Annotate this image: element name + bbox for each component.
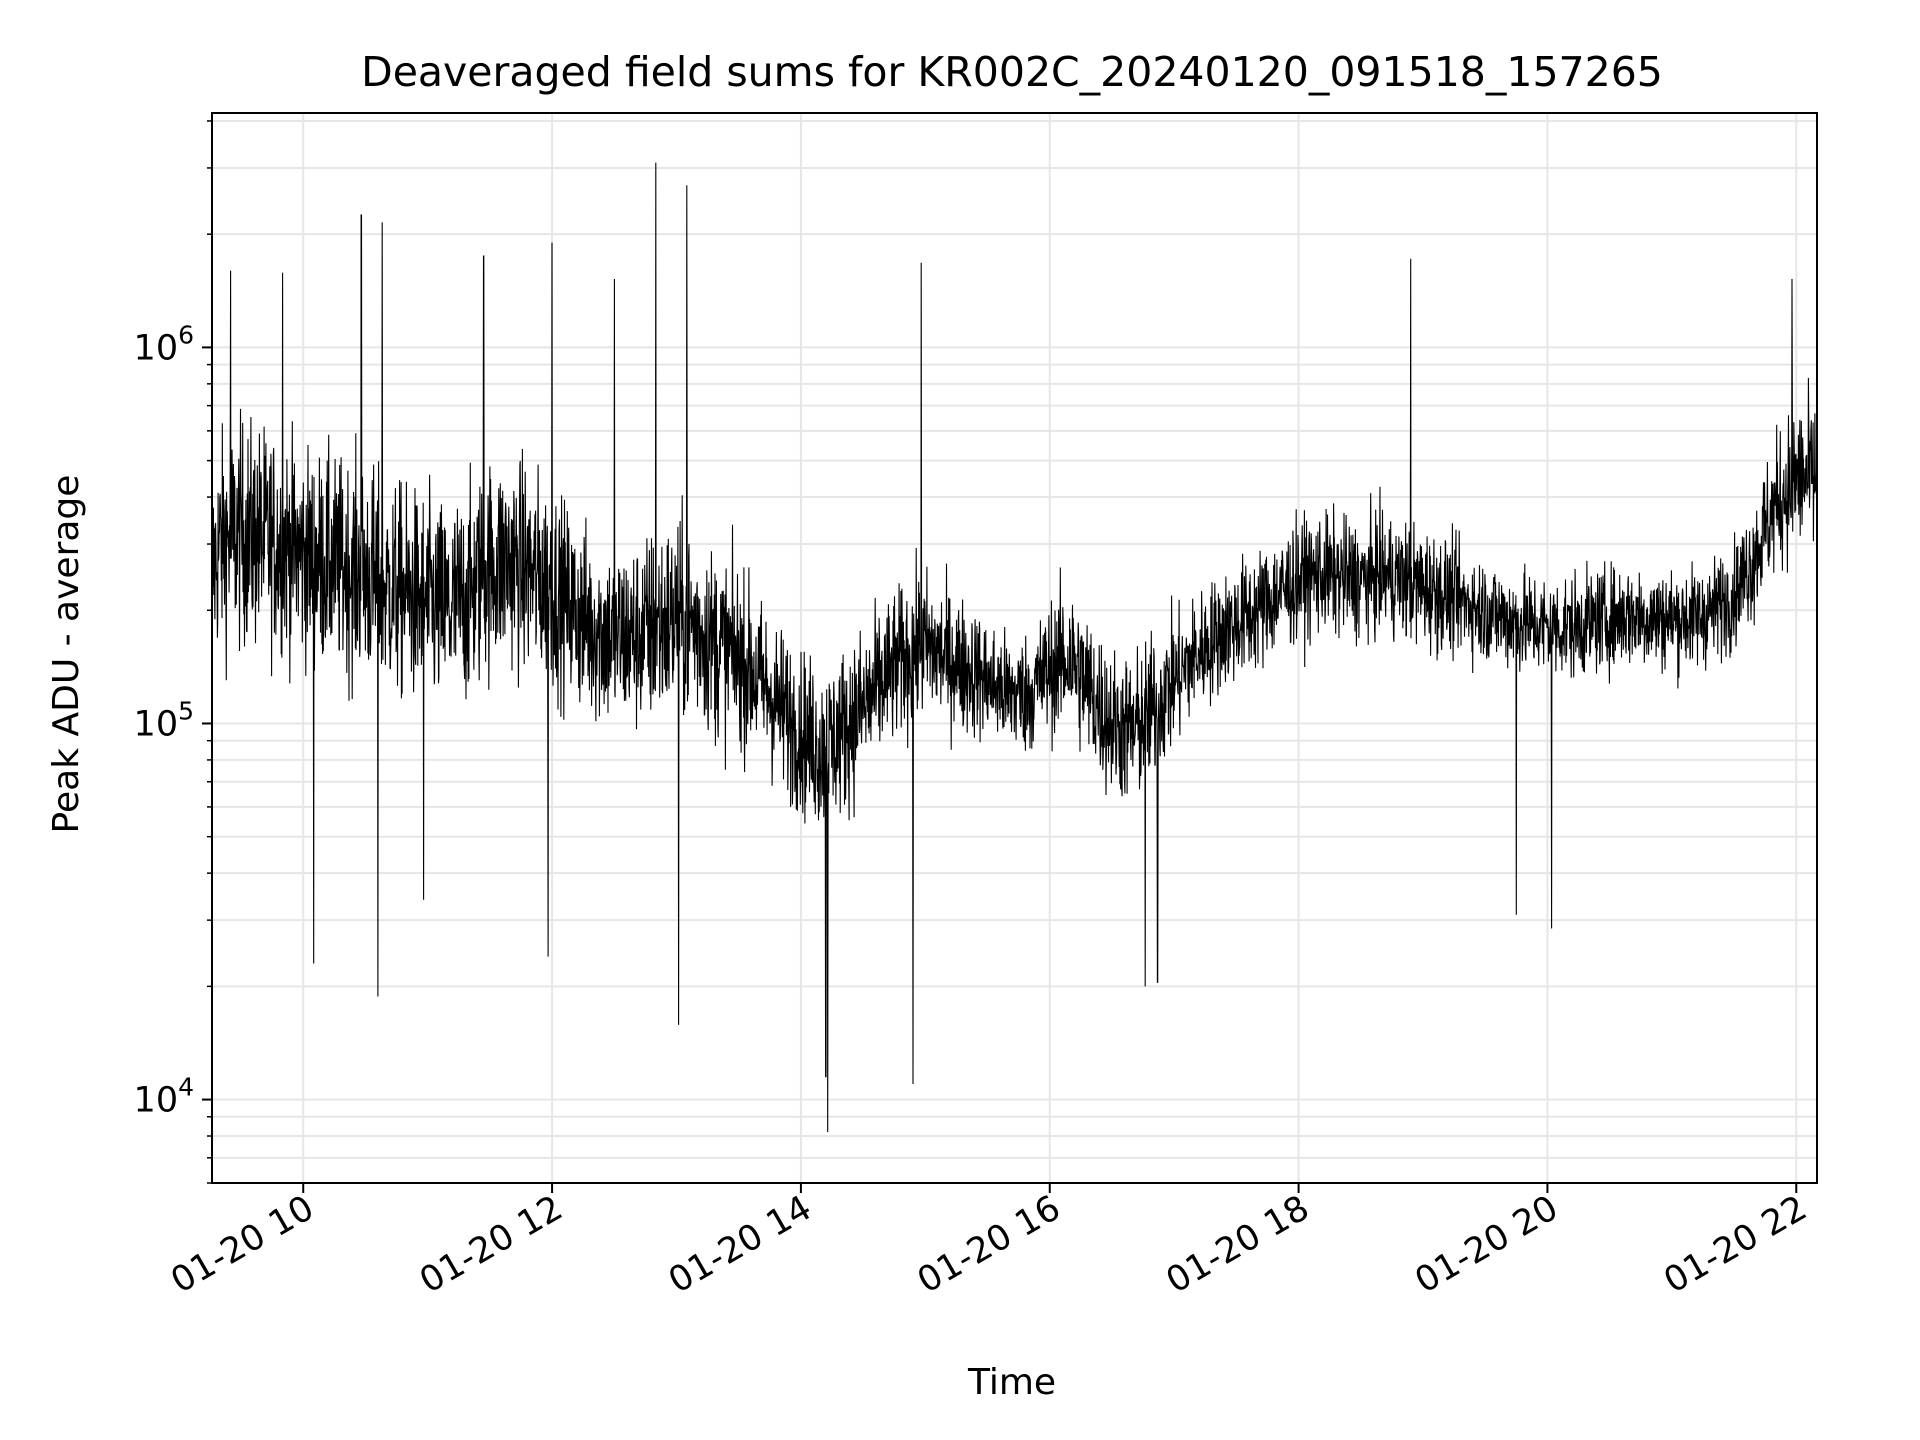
y-tick-label: 105 [134,696,194,744]
y-tick-label: 106 [134,320,194,368]
y-tick-label-exponent: 6 [178,320,194,349]
grid [212,113,1817,1184]
y-tick-label: 104 [134,1073,194,1121]
x-axis-label: Time [967,1362,1056,1403]
axes [211,112,1818,1184]
chart-title: Deaveraged field sums for KR002C_2024012… [361,48,1663,96]
y-tick-label-base: 10 [134,328,179,368]
series-line [211,162,1818,1133]
data-series [211,162,1818,1133]
y-tick-label-base: 10 [134,704,179,744]
y-axis-label: Peak ADU - average [46,475,87,834]
plot-frame [211,112,1818,1184]
y-tick-label-exponent: 4 [178,1073,194,1102]
y-tick-label-exponent: 5 [178,696,194,725]
y-tick-label-base: 10 [134,1081,179,1121]
